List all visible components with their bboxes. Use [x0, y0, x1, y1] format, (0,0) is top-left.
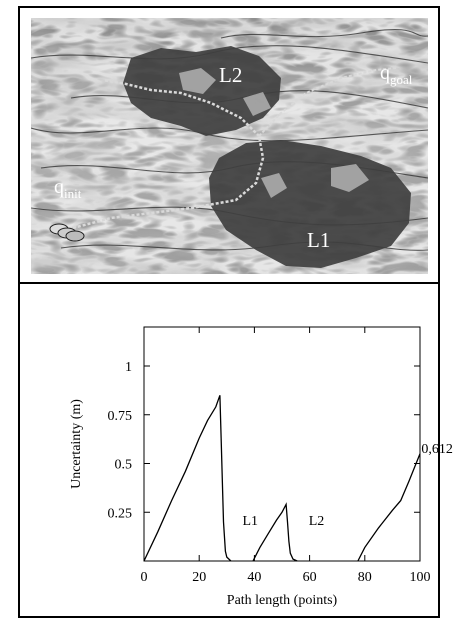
y-axis: 0.25 0.5 0.75 1	[108, 360, 420, 521]
figure-frame	[18, 6, 440, 618]
x-tick-label: 20	[192, 570, 206, 585]
uncertainty-line-segment	[357, 453, 421, 562]
region-label-l1: L1	[307, 228, 330, 252]
x-axis-label: Path length (points)	[227, 593, 338, 608]
robot-path	[72, 78, 265, 230]
uncertainty-chart: 0.25 0.5 0.75 1 0 20 40 60 80 100 L1 L2 0,612 Path…	[69, 326, 453, 608]
annotation-label: L2	[309, 514, 325, 529]
region-holes	[179, 68, 369, 198]
region-label-l2: L2	[219, 63, 242, 87]
y-tick-label: 0.75	[108, 409, 133, 424]
x-tick-label: 0	[141, 570, 148, 585]
annotations: L1 L2 0,612	[242, 442, 452, 529]
x-tick-label: 60	[303, 570, 317, 585]
y-tick-label: 0.5	[115, 458, 133, 473]
robot-path-to-goal	[258, 67, 397, 137]
x-tick-label: 100	[410, 570, 431, 585]
goal-label: qgoal	[380, 62, 413, 87]
uncertainty-line-segment	[252, 502, 298, 562]
robot-icon	[49, 223, 85, 242]
annotation-label: 0,612	[421, 442, 453, 457]
x-tick-label: 40	[247, 570, 261, 585]
annotation-label: L1	[242, 514, 258, 529]
x-axis: 0 20 40 60 80 100	[141, 327, 431, 585]
terrain-render: L2 L1 qgoal qinit	[31, 18, 428, 274]
series-group	[143, 395, 421, 562]
figure-divider	[18, 282, 440, 284]
x-tick-label: 80	[358, 570, 372, 585]
plot-area	[143, 326, 421, 562]
y-tick-label: 0.25	[108, 506, 133, 521]
uncertainty-line-segment	[143, 395, 232, 562]
y-tick-label: 1	[125, 360, 132, 375]
init-label: qinit	[54, 176, 82, 201]
y-axis-label: Uncertainty (m)	[69, 399, 84, 489]
